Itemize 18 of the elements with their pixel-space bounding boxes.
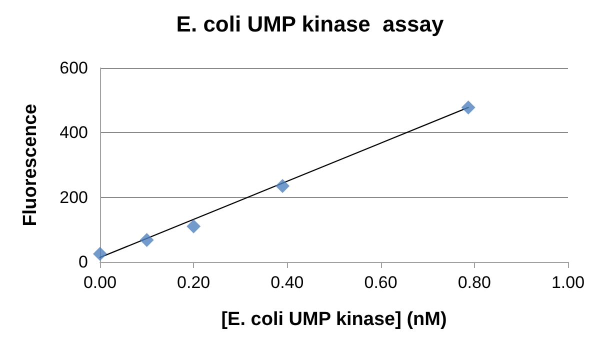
x-tick-label: 0.40 [270,273,304,292]
point [276,179,290,194]
point [461,100,476,114]
point [93,246,107,261]
point [186,219,201,234]
y-tick-label: 400 [60,123,88,142]
x-tick-label: 1.00 [551,273,585,292]
point [140,233,154,248]
x-axis-title: [E. coli UMP kinase] (nM) [221,309,447,330]
y-tick-label: 0 [78,252,88,272]
chart-title: E. coli UMP kinase assay [176,12,444,36]
x-tick-label: 0.00 [83,273,117,292]
y-axis-title: Fluorescence [20,104,41,226]
x-tick-label: 0.60 [364,273,398,292]
y-tick-label: 600 [60,58,88,78]
x-tick-label: 0.20 [177,273,210,292]
x-tick-label: 0.80 [458,273,491,292]
y-tick-label: 200 [60,188,88,207]
